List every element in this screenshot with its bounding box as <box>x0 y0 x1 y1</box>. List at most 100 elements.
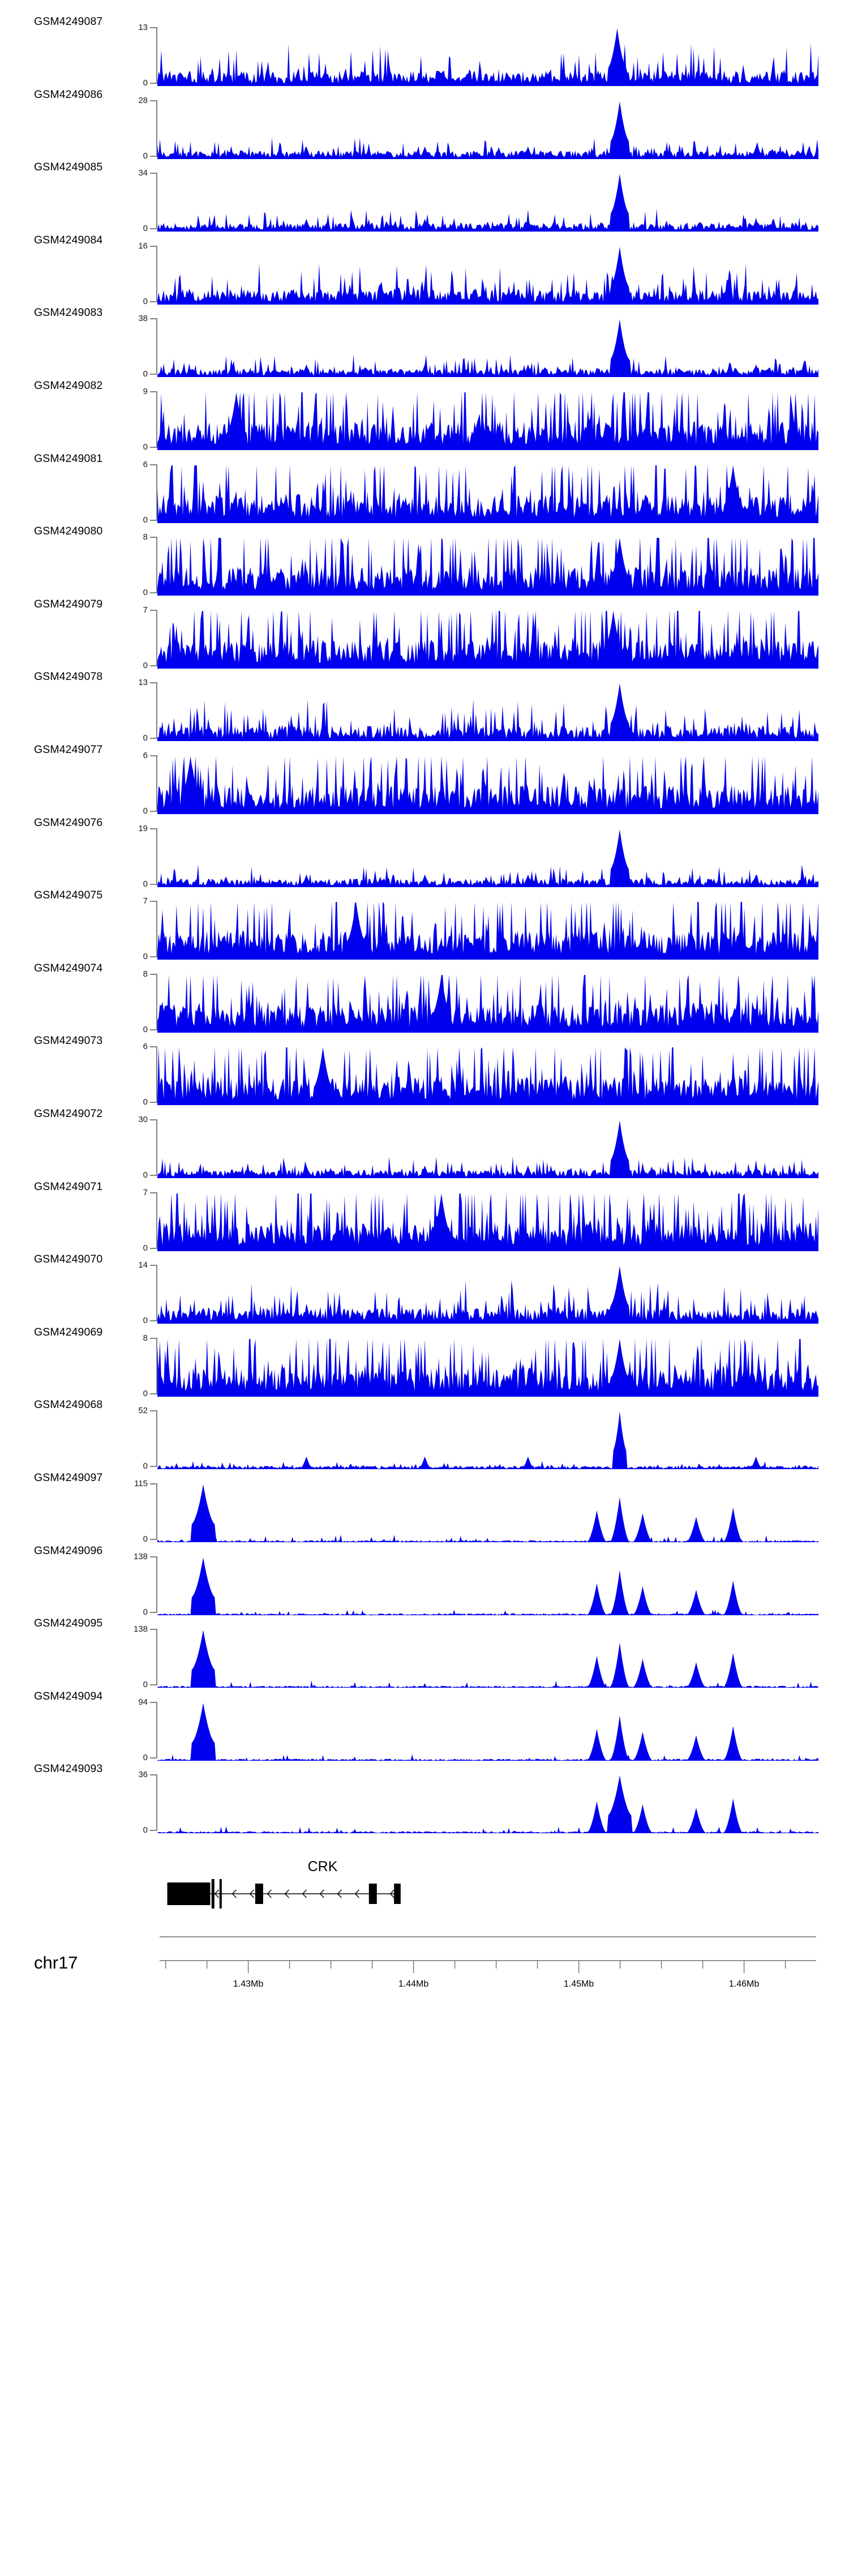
coverage-plot <box>157 1556 818 1615</box>
coverage-track: GSM4249069 8 0 <box>0 1325 849 1398</box>
track-y-axis: 14 0 <box>138 1260 157 1325</box>
coverage-plot <box>157 1702 818 1761</box>
coverage-area <box>157 756 818 814</box>
coverage-track: GSM4249081 6 0 <box>0 452 849 524</box>
coverage-track: GSM4249082 9 0 <box>0 379 849 451</box>
y-axis-max-label: 34 <box>138 168 148 178</box>
coverage-area <box>157 538 818 596</box>
coverage-plot <box>157 173 818 232</box>
y-axis-max-label: 28 <box>138 95 148 105</box>
track-label: GSM4249071 <box>34 1180 103 1193</box>
coverage-track: GSM4249093 36 0 <box>0 1762 849 1834</box>
y-axis-tick-min <box>150 1029 157 1030</box>
y-axis-line <box>156 318 157 375</box>
coverage-plot <box>157 974 818 1033</box>
track-y-axis: 38 0 <box>138 314 157 379</box>
y-axis-tick-max <box>150 901 157 902</box>
track-y-axis: 28 0 <box>138 95 157 161</box>
y-axis-line <box>156 1629 157 1686</box>
coverage-area <box>157 174 818 232</box>
y-axis-min-label: 0 <box>143 1243 148 1253</box>
y-axis-line <box>156 464 157 521</box>
y-axis-max-label: 16 <box>138 241 148 251</box>
y-axis-line <box>156 828 157 885</box>
y-axis-tick-max <box>150 537 157 538</box>
track-label: GSM4249095 <box>34 1617 103 1630</box>
track-y-axis: 52 0 <box>138 1406 157 1470</box>
genomic-coordinate-axis: 1.43Mb 1.44Mb 1.45Mb 1.46Mb <box>160 1936 816 1989</box>
coverage-track: GSM4249072 30 0 <box>0 1107 849 1179</box>
y-axis-line <box>156 973 157 1030</box>
y-axis-min-label: 0 <box>143 1534 148 1544</box>
coverage-area <box>157 28 818 86</box>
track-label: GSM4249081 <box>34 452 103 465</box>
coverage-area <box>157 1702 818 1761</box>
coverage-area <box>157 101 818 159</box>
y-axis-line <box>156 755 157 812</box>
coverage-track: GSM4249076 19 0 <box>0 816 849 888</box>
coverage-area <box>157 1411 818 1470</box>
track-label: GSM4249085 <box>34 161 103 174</box>
track-label: GSM4249082 <box>34 379 103 392</box>
track-label: GSM4249093 <box>34 1762 103 1775</box>
y-axis-line <box>156 391 157 448</box>
y-axis-tick-min <box>150 447 157 448</box>
y-axis-tick-min <box>150 1102 157 1103</box>
y-axis-min-label: 0 <box>143 1752 148 1762</box>
coverage-plot <box>157 682 818 742</box>
track-label: GSM4249079 <box>34 597 103 610</box>
coverage-plot <box>157 828 818 887</box>
y-axis-line <box>156 1483 157 1540</box>
y-axis-line <box>156 173 157 230</box>
y-axis-min-label: 0 <box>143 1680 148 1690</box>
coverage-track: GSM4249094 94 0 <box>0 1689 849 1762</box>
y-axis-line <box>156 682 157 739</box>
track-label: GSM4249083 <box>34 306 103 319</box>
coverage-plot <box>157 1774 818 1834</box>
gene-exon <box>211 1879 215 1909</box>
coverage-area <box>157 392 818 450</box>
coverage-area <box>157 683 818 742</box>
y-axis-min-label: 0 <box>143 369 148 379</box>
y-axis-max-label: 115 <box>134 1479 148 1488</box>
y-axis-tick-max <box>150 318 157 320</box>
coverage-track: GSM4249077 6 0 <box>0 743 849 815</box>
track-label: GSM4249086 <box>34 88 103 101</box>
track-label: GSM4249097 <box>34 1471 103 1484</box>
y-axis-min-label: 0 <box>143 879 148 889</box>
y-axis-max-label: 9 <box>143 387 148 396</box>
y-axis-max-label: 8 <box>143 532 148 542</box>
gene-exon <box>219 1879 222 1909</box>
y-axis-tick-min <box>150 1320 157 1322</box>
y-axis-min-label: 0 <box>143 733 148 743</box>
y-axis-tick-min <box>150 1247 157 1249</box>
y-axis-tick-min <box>150 592 157 594</box>
y-axis-tick-min <box>150 155 157 157</box>
coverage-area <box>157 1047 818 1106</box>
gene-exon <box>394 1884 401 1904</box>
y-axis-max-label: 7 <box>143 605 148 615</box>
y-axis-line <box>156 1337 157 1394</box>
y-axis-tick-max <box>150 100 157 101</box>
chromosome-axis-track: chr17 1.43Mb 1.44Mb 1.45Mb 1.46Mb <box>0 1935 849 1997</box>
track-label: GSM4249078 <box>34 670 103 683</box>
y-axis-min-label: 0 <box>143 151 148 161</box>
y-axis-tick-max <box>150 464 157 465</box>
coverage-area <box>157 902 818 960</box>
y-axis-tick-min <box>150 738 157 739</box>
y-axis-tick-min <box>150 301 157 302</box>
y-axis-max-label: 14 <box>138 1260 148 1270</box>
y-axis-line <box>156 1192 157 1249</box>
y-axis-max-label: 52 <box>138 1406 148 1416</box>
y-axis-line <box>156 1774 157 1832</box>
coverage-track: GSM4249085 34 0 <box>0 160 849 233</box>
y-axis-min-label: 0 <box>143 1170 148 1180</box>
gene-annotation-track: CRK <box>0 1860 849 1919</box>
y-axis-line <box>156 1265 157 1322</box>
track-label: GSM4249069 <box>34 1325 103 1338</box>
coverage-area <box>157 1338 818 1397</box>
y-axis-max-label: 36 <box>138 1770 148 1780</box>
